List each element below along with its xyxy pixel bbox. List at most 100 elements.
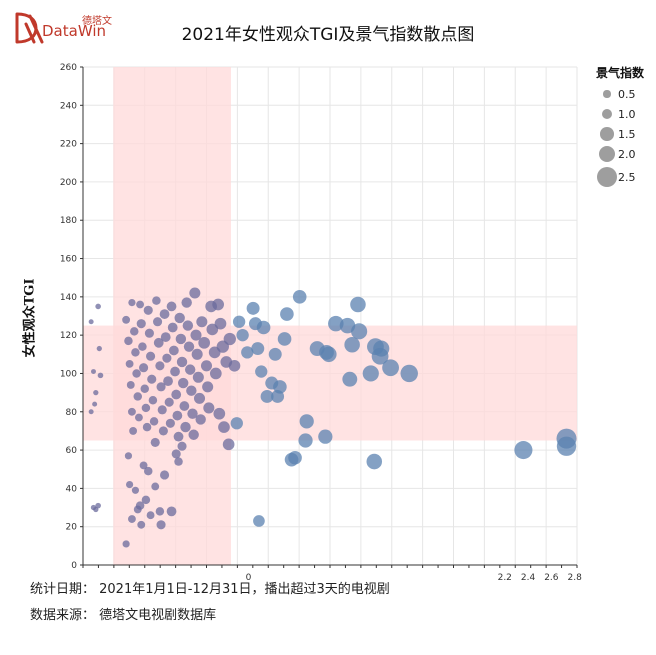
data-point [163, 376, 173, 387]
y-tick-label: 140 [60, 293, 77, 303]
data-point [95, 502, 101, 509]
footer-source: 数据来源： 德塔文电视剧数据库 [30, 608, 217, 623]
data-point [177, 441, 187, 451]
y-tick-label: 260 [60, 63, 77, 73]
data-point [167, 322, 178, 333]
data-point [299, 414, 314, 429]
data-point [214, 317, 227, 330]
legend: 景气指数 0.5 1.0 1.5 2.0 2.5 [596, 64, 654, 190]
data-point [202, 381, 214, 393]
data-point [170, 366, 180, 377]
data-point [180, 421, 191, 433]
data-point [209, 367, 222, 380]
y-tick-label: 220 [60, 140, 77, 150]
datawin-logo [15, 12, 44, 44]
data-point [232, 315, 246, 328]
data-point [142, 422, 152, 432]
data-point [172, 410, 183, 421]
data-point [186, 385, 197, 396]
data-point [139, 363, 149, 373]
data-point [223, 332, 236, 346]
data-point [188, 429, 199, 440]
legend-swatch-wrap [596, 90, 618, 98]
data-point [251, 342, 265, 356]
data-point [382, 359, 399, 377]
data-point [139, 461, 148, 470]
legend-label: 2.0 [618, 147, 636, 161]
data-point [146, 511, 155, 520]
data-point [124, 452, 133, 460]
data-point [156, 520, 166, 530]
legend-swatch [600, 127, 614, 141]
data-point [200, 360, 213, 372]
data-point [556, 436, 577, 456]
legend-label: 2.5 [618, 170, 636, 184]
data-point [189, 287, 201, 299]
data-point [155, 361, 165, 371]
data-point [400, 364, 418, 383]
y-tick-label: 100 [60, 369, 77, 379]
data-point [136, 319, 146, 329]
legend-label: 1.0 [618, 107, 636, 121]
legend-item: 2.0 [596, 144, 654, 164]
legend-item: 0.5 [596, 84, 654, 104]
data-point [141, 403, 151, 413]
data-point [255, 365, 268, 378]
data-point [162, 353, 172, 363]
data-point [168, 345, 179, 356]
data-point [132, 369, 141, 378]
data-point [351, 323, 368, 340]
data-point [88, 409, 94, 415]
data-point [146, 351, 156, 361]
data-point [195, 414, 206, 425]
y-tick-label: 20 [66, 523, 78, 533]
legend-swatch [598, 145, 616, 163]
data-point [125, 359, 134, 368]
y-tick-label: 240 [60, 101, 77, 111]
data-point [156, 382, 166, 392]
data-point [246, 301, 260, 315]
data-point [213, 407, 226, 420]
y-tick-label: 180 [60, 216, 77, 226]
data-point [144, 466, 153, 476]
data-point [179, 401, 190, 411]
data-point [176, 356, 188, 368]
data-point [222, 438, 235, 451]
footer-date: 统计日期： 2021年1月1日-12月31日，播出超过3天的电视剧 [30, 582, 390, 597]
data-point [128, 298, 136, 307]
data-point [174, 312, 185, 324]
data-point [158, 426, 168, 436]
legend-item: 1.5 [596, 124, 654, 144]
data-point [164, 397, 174, 407]
data-point [273, 380, 287, 394]
data-point [193, 392, 206, 404]
data-point [253, 515, 265, 527]
data-point [138, 342, 147, 351]
logo-mark [15, 12, 44, 44]
legend-swatch-wrap [596, 167, 618, 187]
data-point [155, 507, 165, 516]
data-point [218, 421, 230, 433]
data-point [212, 298, 224, 311]
data-point [160, 332, 171, 342]
x-tick-label: 2.4 [521, 573, 536, 583]
data-point [166, 301, 177, 312]
data-point [260, 389, 274, 403]
data-point [362, 365, 379, 382]
data-point [288, 450, 302, 465]
legend-title: 景气指数 [596, 66, 645, 80]
data-point [187, 408, 198, 419]
data-point [196, 316, 208, 328]
data-point [141, 495, 151, 505]
data-point [147, 374, 157, 384]
data-point [366, 453, 383, 470]
y-tick-label: 0 [71, 561, 77, 571]
data-point [321, 346, 337, 363]
x-tick-label: 2.2 [498, 573, 512, 583]
legend-swatch-wrap [596, 127, 618, 141]
data-point [97, 372, 104, 379]
data-point [159, 470, 170, 480]
data-point [165, 418, 175, 428]
x-tick-label: 2.6 [544, 573, 559, 583]
data-point [373, 340, 390, 357]
